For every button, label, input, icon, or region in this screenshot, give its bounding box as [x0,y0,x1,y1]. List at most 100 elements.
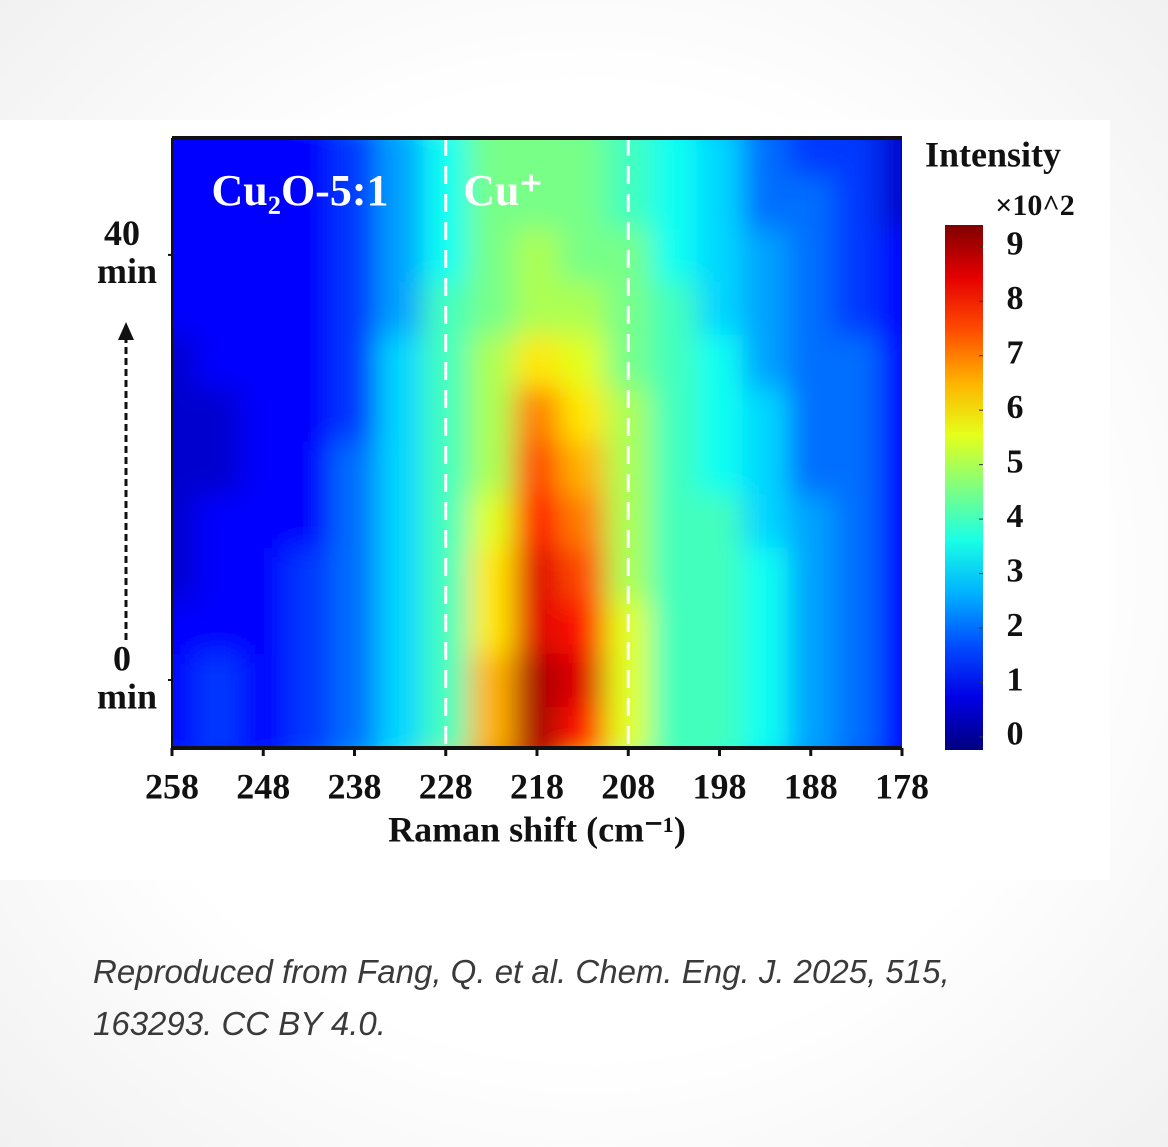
heat-cell-core [879,547,902,601]
heat-cell-core [331,653,378,708]
heat-cell-core [787,334,835,389]
heat-cell-core [468,281,515,336]
heat-cell-core [696,228,743,282]
heat-cell-core [377,175,424,229]
heat-cell-core [172,547,196,601]
overlay [171,136,902,750]
heat-cell-core [286,334,333,389]
heat-cell-core [468,706,515,748]
y-unit: min [97,676,157,716]
heat-cell-core [468,440,515,495]
heat-cell-core [833,600,880,654]
heat-cell-core [172,138,196,176]
heat-cell-core [514,334,561,389]
heat-cell-core [559,334,606,389]
heat-cell-core [833,494,880,548]
annotation: Cu₂O-5:1 [212,166,389,215]
heat-cell-core [651,653,698,708]
heat-cell-core [377,228,424,282]
arrow-head [118,322,134,340]
heat-cell-core [696,175,743,229]
heat-cell-core [172,440,196,495]
heat-cell-core [879,387,902,442]
heat-cell-core [331,440,378,495]
heat-cell-core [331,281,378,336]
colorbar-tick-label: 5 [1007,443,1024,480]
heat-cell-core [879,138,902,176]
heat-cell-core [331,334,378,389]
heat-cell-core [696,653,743,708]
heat-cell-core [240,600,287,654]
heat-cell-core [172,706,196,748]
heat-cell-core [514,653,561,708]
heat-cell-core [742,494,789,548]
heat-cell-core [514,600,561,654]
heat-cell-core [468,547,515,601]
heat-cell-core [286,653,333,708]
heat-cell-core [559,228,606,282]
heat-cell-core [194,547,241,601]
x-axis-label: Raman shift (cm⁻¹) [388,809,686,849]
heat-cell-core [833,440,880,495]
colorbar-tick-label: 7 [1007,335,1024,372]
x-tick-label: 238 [328,766,382,806]
heat-cell-core [194,334,241,389]
heat-cell-core [240,138,287,176]
heat-cell-core [879,175,902,229]
heat-cell-core [286,494,333,548]
heat-cell-core [172,600,196,654]
heatmap [172,138,902,748]
heat-cell-core [172,387,196,442]
heat-cell-core [696,387,743,442]
heat-cell-core [240,228,287,282]
heat-cell-core [377,387,424,442]
heat-cell-core [514,138,561,176]
heat-cell-core [742,653,789,708]
heat-cell-core [240,334,287,389]
heat-cell-core [377,653,424,708]
heat-cell-core [172,653,196,708]
heat-cell-core [286,228,333,282]
heat-cell-core [651,334,698,389]
heat-cell-core [331,175,378,229]
heat-cell-core [833,334,880,389]
heat-cell-core [879,228,902,282]
heat-cell-core [879,440,902,495]
x-tick-label: 178 [875,766,929,806]
heat-cell-core [559,547,606,601]
heat-cell-core [559,494,606,548]
heat-cell-core [787,138,835,176]
heat-cell-core [833,653,880,708]
heat-cell-core [286,175,333,229]
heat-cell-core [514,281,561,336]
heat-cell-core [742,706,789,748]
caption-line: Reproduced from Fang, Q. et al. Chem. En… [93,953,950,990]
heat-cell-core [240,387,287,442]
heat-cell-core [696,547,743,601]
heat-cell-core [514,228,561,282]
heat-cell-core [742,281,789,336]
heat-cell-core [651,175,698,229]
heat-cell-core [172,175,196,229]
colorbar-tick-label: 4 [1007,498,1024,535]
heat-cell-core [377,600,424,654]
y-tick-label: 0 [113,638,131,678]
heat-cell-core [331,494,378,548]
heat-cell-core [514,706,561,748]
heat-cell-core [194,281,241,336]
heat-cell-core [787,706,835,748]
cells [172,138,902,748]
x-tick-label: 258 [145,766,199,806]
heat-cell-core [240,653,287,708]
heat-cell-core [377,334,424,389]
heat-cell-core [651,440,698,495]
heat-cell-core [514,175,561,229]
heat-cell-core [787,494,835,548]
heat-cell-core [377,706,424,748]
heat-cell-core [377,440,424,495]
heat-cell-core [787,175,835,229]
heat-cell-core [833,281,880,336]
heat-cell-core [742,175,789,229]
heat-cell-core [651,494,698,548]
